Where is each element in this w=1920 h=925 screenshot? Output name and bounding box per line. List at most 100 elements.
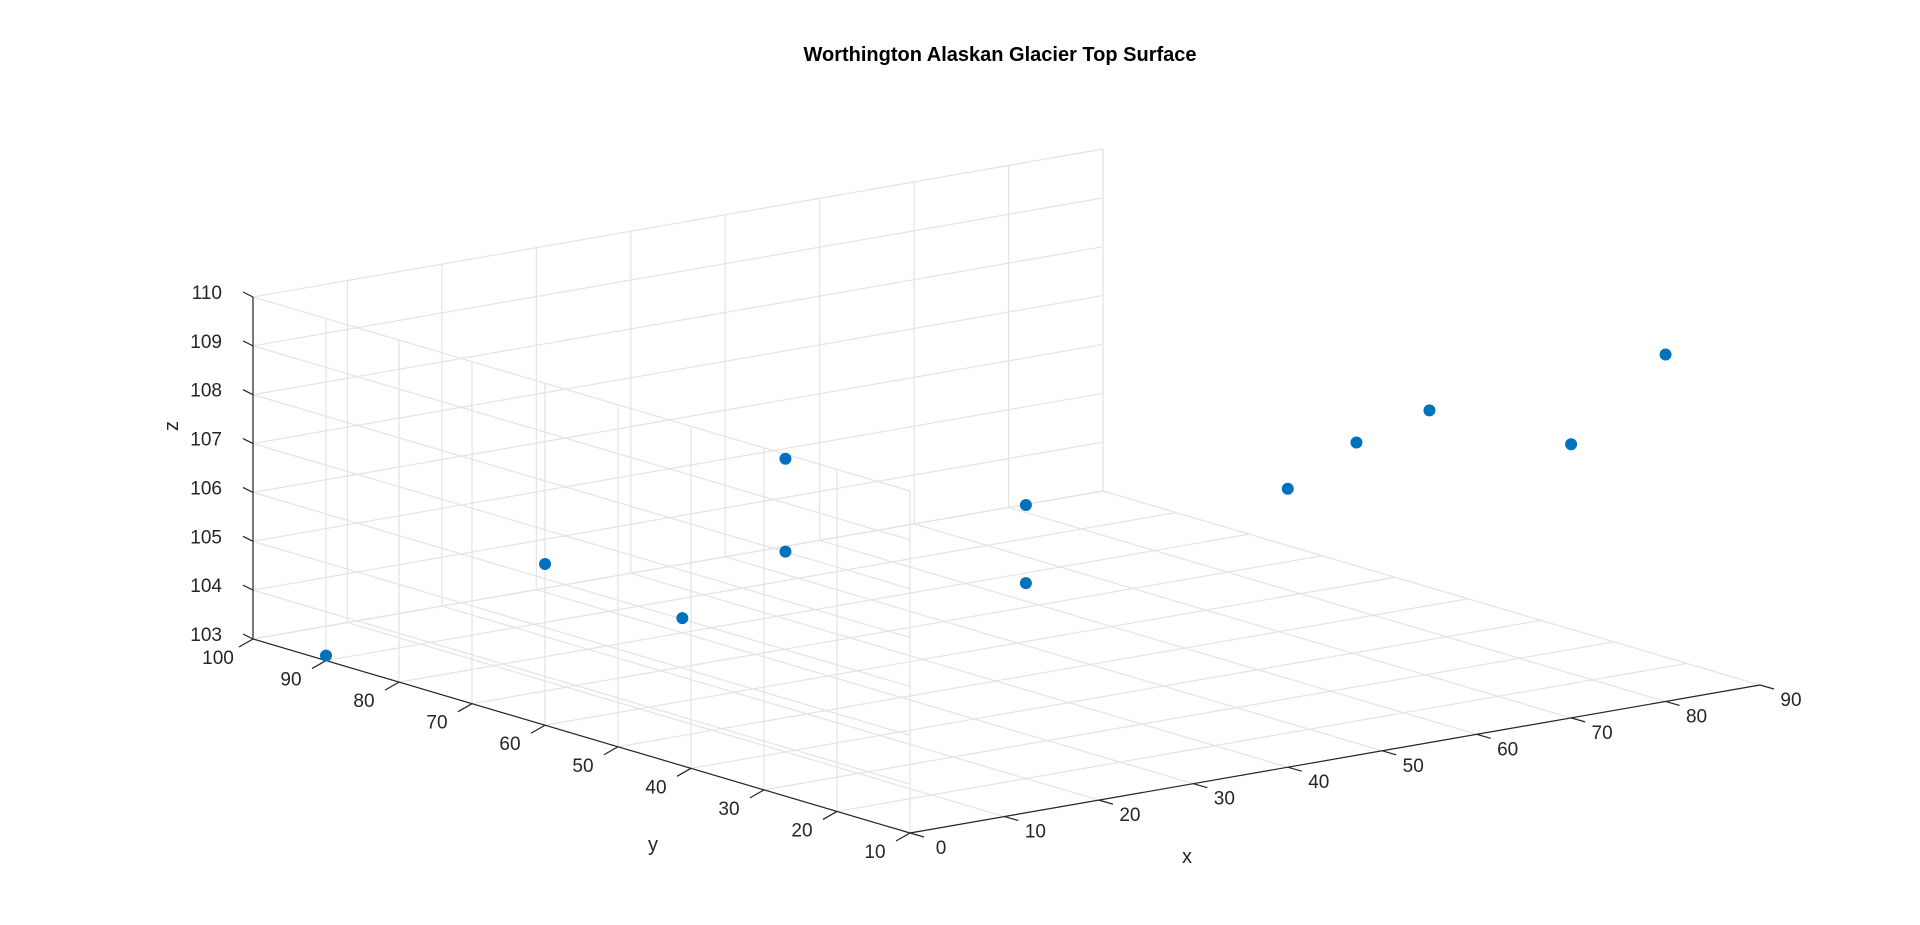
x-tick-mark xyxy=(1665,700,1680,707)
x-tick-label: 40 xyxy=(1308,772,1329,793)
floor-gridline-y xyxy=(398,533,1250,683)
data-points xyxy=(320,348,1672,662)
y-tick-mark xyxy=(676,767,692,777)
x-tick-label: 20 xyxy=(1119,805,1140,826)
floor-gridline-x xyxy=(536,589,1194,785)
data-point xyxy=(1659,348,1672,361)
x-tick-label: 10 xyxy=(1025,822,1046,843)
y-tick-label: 40 xyxy=(645,777,666,798)
floor-gridline-y xyxy=(690,619,1542,769)
back-wall-gridline-z xyxy=(252,343,1104,494)
left-wall-gridline-z xyxy=(252,540,911,736)
z-tick-mark xyxy=(242,584,254,591)
z-tick-label: 105 xyxy=(190,527,222,548)
back-wall-gridline-z xyxy=(252,294,1104,445)
x-tick-mark xyxy=(1570,717,1586,723)
y-tick-mark xyxy=(311,660,327,670)
data-point xyxy=(1019,577,1032,590)
x-tick-mark xyxy=(1759,684,1775,690)
y-tick-label: 70 xyxy=(426,713,447,734)
data-point xyxy=(676,612,689,625)
floor-gridline-x xyxy=(1102,490,1761,686)
tick-labels: 0 10 20 30 40 50 60 70 80 90 10 20 30 40 50 60 70 80 90 100… xyxy=(190,283,1801,863)
back-wall-gridline-z xyxy=(252,246,1104,396)
x-tick-label: 60 xyxy=(1497,739,1518,760)
z-tick-label: 110 xyxy=(192,283,222,304)
data-point xyxy=(1281,482,1294,495)
back-wall-gridline-z xyxy=(252,197,1104,347)
x-tick-mark xyxy=(1193,783,1208,789)
back-wall-gridline-z xyxy=(252,392,1104,542)
y-axis-line xyxy=(252,638,911,834)
data-point xyxy=(779,545,792,558)
floor-gridline-x xyxy=(913,523,1572,719)
y-tick-label: 20 xyxy=(791,820,812,841)
y-tick-mark xyxy=(895,832,911,842)
y-tick-label: 60 xyxy=(499,734,520,755)
z-tick-label: 109 xyxy=(190,332,222,353)
floor-gridline-y xyxy=(617,598,1469,748)
floor-gridline-x xyxy=(725,556,1383,752)
x-tick-label: 50 xyxy=(1403,756,1424,777)
y-tick-label: 100 xyxy=(202,648,234,669)
z-tick-mark xyxy=(242,438,254,445)
y-tick-label: 50 xyxy=(572,756,593,777)
data-point xyxy=(779,452,792,465)
y-tick-label: 80 xyxy=(353,691,374,712)
left-wall-gridline-z xyxy=(252,296,911,492)
data-point xyxy=(539,557,551,570)
floor-gridline-y xyxy=(544,576,1396,726)
z-tick-mark xyxy=(242,633,254,640)
z-tick-mark xyxy=(242,340,254,347)
left-wall-gridline-z xyxy=(252,394,911,590)
axes xyxy=(238,291,1775,842)
y-axis-label: y xyxy=(648,834,658,856)
x-tick-label: 0 xyxy=(936,838,947,859)
data-point xyxy=(1565,438,1578,451)
z-tick-mark xyxy=(242,389,254,396)
x-tick-mark xyxy=(1098,799,1114,805)
floor-gridline-y xyxy=(471,555,1323,705)
left-wall-gridline-z xyxy=(252,491,911,688)
x-tick-label: 30 xyxy=(1214,789,1235,810)
back-wall-gridline-z xyxy=(252,148,1104,298)
left-wall-gridline-z xyxy=(252,345,911,541)
back-wall-gridline-z xyxy=(252,490,1104,640)
y-tick-mark xyxy=(238,638,254,648)
floor-gridline-y xyxy=(836,662,1688,813)
z-tick-mark xyxy=(242,535,254,542)
z-tick-label: 106 xyxy=(190,478,222,499)
data-point xyxy=(320,649,332,662)
left-wall-gridline-z xyxy=(252,589,911,785)
y-tick-label: 90 xyxy=(280,670,301,691)
z-tick-label: 108 xyxy=(190,381,222,402)
chart-title: Worthington Alaskan Glacier Top Surface xyxy=(803,44,1196,66)
data-point xyxy=(1423,404,1436,417)
y-tick-label: 10 xyxy=(864,842,885,863)
x-tick-mark xyxy=(1476,733,1491,739)
floor-gridline-x xyxy=(630,572,1288,768)
z-tick-label: 107 xyxy=(190,430,222,451)
y-tick-mark xyxy=(603,746,619,756)
data-point xyxy=(1350,436,1363,449)
x-tick-mark xyxy=(1004,815,1019,822)
z-tick-label: 103 xyxy=(190,625,222,646)
data-point xyxy=(1019,498,1032,511)
y-tick-label: 30 xyxy=(718,799,739,820)
floor-gridline-x xyxy=(347,621,1005,818)
grid-lines xyxy=(252,148,1761,834)
y-tick-mark xyxy=(457,703,473,713)
floor-gridline-y xyxy=(763,641,1615,791)
y-tick-mark xyxy=(384,681,400,691)
floor-gridline-x xyxy=(441,605,1100,801)
left-wall-gridline-z xyxy=(252,442,911,639)
z-tick-mark xyxy=(242,486,254,493)
y-tick-mark xyxy=(822,810,838,820)
floor-gridline-x xyxy=(819,539,1477,735)
floor-gridline-y xyxy=(325,511,1177,662)
z-tick-mark xyxy=(242,291,254,298)
floor-gridline-x xyxy=(1008,506,1666,703)
x-tick-mark xyxy=(1382,750,1397,756)
x-tick-mark xyxy=(1287,766,1302,772)
